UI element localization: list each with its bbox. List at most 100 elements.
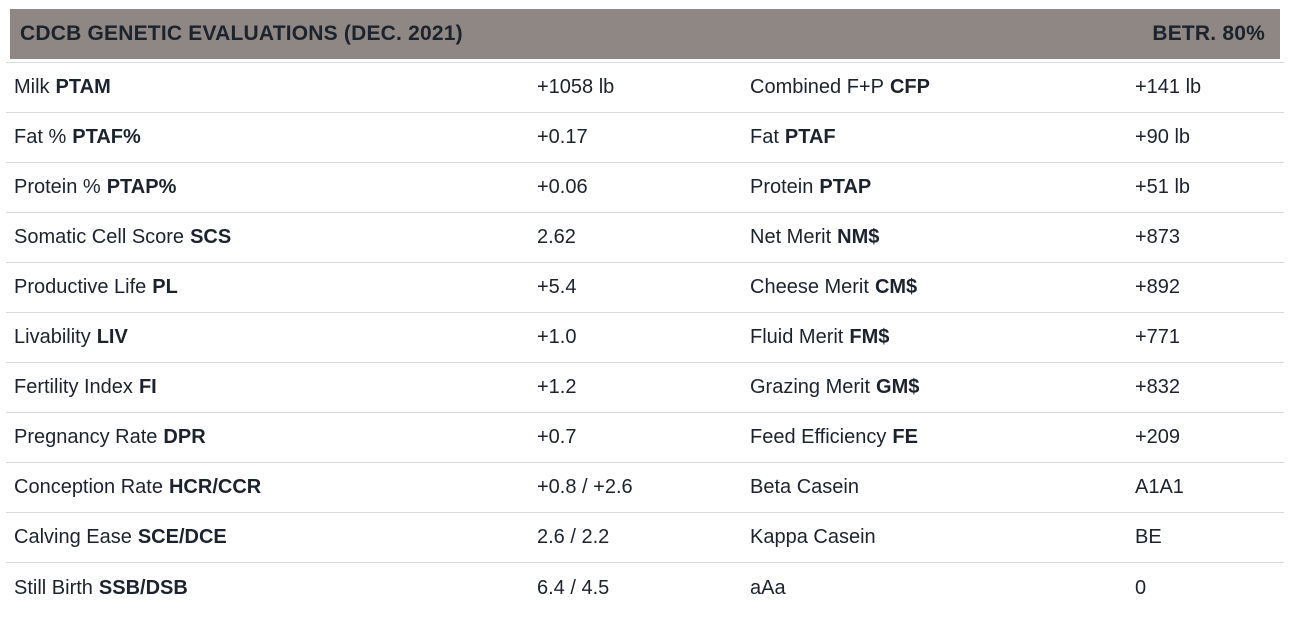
trait-value: +90 lb [1135, 126, 1191, 148]
traits-table: Milk PTAM +1058 lb Combined F+P CFP +141 l… [6, 62, 1284, 613]
trait-name: Fat [750, 126, 779, 148]
trait-name: Combined F+P [750, 76, 884, 98]
trait-value: +1058 lb [537, 76, 615, 98]
trait-label: Fat % PTAF% [14, 126, 537, 149]
table-row: Livability LIV +1.0 Fluid Merit FM$ +771 [6, 313, 1284, 363]
trait-name: Net Merit [750, 226, 832, 248]
table-row: Still Birth SSB/DSB 6.4 / 4.5 aAa 0 [6, 563, 1284, 613]
trait-code: SCE/DCE [137, 526, 227, 548]
trait-value: +141 lb [1135, 76, 1202, 98]
trait-code: CFP [889, 76, 930, 98]
trait-code: PTAP [819, 176, 872, 198]
table-row: Conception Rate HCR/CCR +0.8 / +2.6 Beta … [6, 463, 1284, 513]
trait-label: Net Merit NM$ [750, 226, 1135, 249]
trait-code: NM$ [837, 226, 880, 248]
trait-name: Calving Ease [14, 526, 132, 548]
trait-value: +0.17 [537, 126, 588, 148]
trait-label: aAa [750, 577, 1135, 600]
table-row: Pregnancy Rate DPR +0.7 Feed Efficiency FE… [6, 413, 1284, 463]
trait-name: Protein % [14, 176, 101, 198]
trait-name: Fat % [14, 126, 67, 148]
trait-name: Protein [750, 176, 814, 198]
trait-name: Kappa Casein [750, 526, 876, 548]
trait-value: A1A1 [1135, 476, 1184, 498]
trait-label: Milk PTAM [14, 76, 537, 99]
trait-label: Fertility Index FI [14, 376, 537, 399]
trait-code: PTAP% [106, 176, 177, 198]
trait-label: Somatic Cell Score SCS [14, 226, 537, 249]
trait-code: LIV [96, 326, 128, 348]
trait-code: SCS [190, 226, 232, 248]
trait-label: Kappa Casein [750, 526, 1135, 549]
trait-code: GM$ [876, 376, 920, 398]
trait-name: Fluid Merit [750, 326, 844, 348]
trait-code: CM$ [874, 276, 918, 298]
trait-code: FI [138, 376, 157, 398]
trait-code: PTAF [784, 126, 836, 148]
trait-label: Livability LIV [14, 326, 537, 349]
trait-name: Milk [14, 76, 50, 98]
trait-value: +5.4 [537, 276, 577, 298]
trait-value: +1.0 [537, 326, 577, 348]
trait-name: Cheese Merit [750, 276, 869, 298]
trait-name: Livability [14, 326, 91, 348]
trait-label: Combined F+P CFP [750, 76, 1135, 99]
trait-value: +0.7 [537, 426, 577, 448]
table-row: Productive Life PL +5.4 Cheese Merit CM$ +… [6, 263, 1284, 313]
reliability-badge: BETR. 80% [1152, 22, 1265, 45]
trait-label: Productive Life PL [14, 276, 537, 299]
trait-value: 2.6 / 2.2 [537, 526, 610, 548]
trait-label: Calving Ease SCE/DCE [14, 526, 537, 549]
trait-value: +892 [1135, 276, 1181, 298]
trait-value: 6.4 / 4.5 [537, 576, 610, 599]
trait-label: Fat PTAF [750, 126, 1135, 149]
evaluations-title: CDCB GENETIC EVALUATIONS (DEC. 2021) [20, 22, 463, 45]
trait-name: aAa [750, 576, 786, 599]
trait-label: Cheese Merit CM$ [750, 276, 1135, 299]
trait-label: Conception Rate HCR/CCR [14, 476, 537, 499]
trait-name: Feed Efficiency [750, 426, 887, 448]
trait-code: DPR [163, 426, 206, 448]
trait-label: Pregnancy Rate DPR [14, 426, 537, 449]
trait-name: Fertility Index [14, 376, 133, 398]
table-row: Calving Ease SCE/DCE 2.6 / 2.2 Kappa Case… [6, 513, 1284, 563]
trait-value: BE [1135, 526, 1162, 548]
trait-value: +0.8 / +2.6 [537, 476, 633, 498]
trait-code: FE [892, 426, 918, 448]
trait-name: Still Birth [14, 576, 93, 599]
trait-code: HCR/CCR [168, 476, 262, 498]
trait-value: +209 [1135, 426, 1181, 448]
trait-code: PTAM [55, 76, 111, 98]
trait-label: Grazing Merit GM$ [750, 376, 1135, 399]
table-row: Milk PTAM +1058 lb Combined F+P CFP +141 l… [6, 63, 1284, 113]
trait-name: Conception Rate [14, 476, 163, 498]
trait-value: +873 [1135, 226, 1181, 248]
trait-value: +771 [1135, 326, 1181, 348]
trait-label: Protein PTAP [750, 176, 1135, 199]
trait-value: +51 lb [1135, 176, 1191, 198]
trait-label: Feed Efficiency FE [750, 426, 1135, 449]
trait-code: FM$ [849, 326, 890, 348]
trait-name: Pregnancy Rate [14, 426, 158, 448]
trait-code: PL [152, 276, 178, 298]
trait-code: PTAF% [72, 126, 141, 148]
table-row: Protein % PTAP% +0.06 Protein PTAP +51 lb [6, 163, 1284, 213]
trait-name: Somatic Cell Score [14, 226, 185, 248]
trait-value: +832 [1135, 376, 1181, 398]
trait-value: +1.2 [537, 376, 577, 398]
trait-label: Still Birth SSB/DSB [14, 577, 537, 600]
table-row: Somatic Cell Score SCS 2.62 Net Merit NM$ … [6, 213, 1284, 263]
trait-value: 0 [1135, 576, 1147, 599]
trait-value: +0.06 [537, 176, 588, 198]
trait-label: Protein % PTAP% [14, 176, 537, 199]
evaluations-header-bar: CDCB GENETIC EVALUATIONS (DEC. 2021) BET… [10, 9, 1280, 59]
trait-label: Fluid Merit FM$ [750, 326, 1135, 349]
trait-name: Grazing Merit [750, 376, 871, 398]
trait-label: Beta Casein [750, 476, 1135, 499]
table-row: Fertility Index FI +1.2 Grazing Merit GM$ … [6, 363, 1284, 413]
trait-name: Beta Casein [750, 476, 859, 498]
table-row: Fat % PTAF% +0.17 Fat PTAF +90 lb [6, 113, 1284, 163]
trait-value: 2.62 [537, 226, 576, 248]
trait-name: Productive Life [14, 276, 147, 298]
trait-code: SSB/DSB [98, 576, 188, 599]
